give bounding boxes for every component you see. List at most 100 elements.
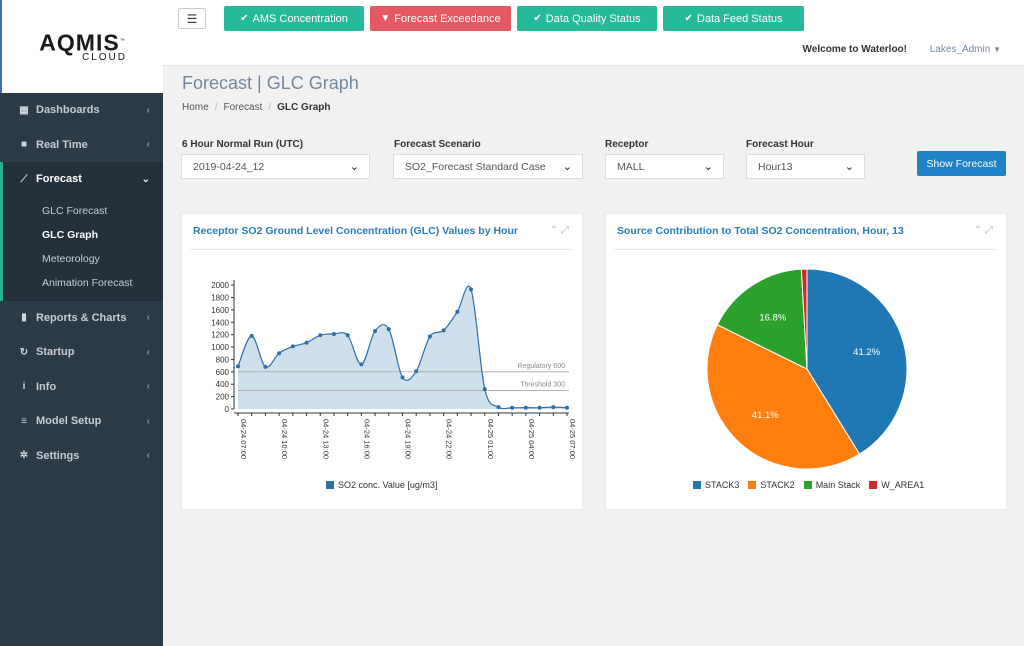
x-tick-label: 04-25 01:00 (486, 419, 495, 459)
legend-swatch (869, 481, 878, 489)
sidebar-nav: ▦ Dashboards ‹ ■ Real Time ‹ ⟋ Forecast ⌄ GLC … (0, 93, 163, 473)
legend-swatch (326, 481, 334, 489)
ams-concentration-button[interactable]: ✔ AMS Concentration (224, 6, 364, 31)
data-quality-status-button[interactable]: ✔ Data Quality Status (517, 6, 657, 31)
chevron-down-icon: ⌄ (349, 161, 359, 173)
button-label: Data Quality Status (545, 12, 641, 25)
data-point (249, 333, 254, 338)
user-menu[interactable]: Lakes_Admin ▼ (930, 44, 1001, 55)
panel-title: Source Contribution to Total SO2 Concent… (617, 225, 904, 237)
scenario-select[interactable]: SO2_Forecast Standard Case ⌄ (393, 154, 583, 179)
chevron-left-icon: ‹ (146, 312, 150, 324)
x-tick-label: 04-24 16:00 (362, 419, 371, 459)
gear-icon: ✲ (19, 450, 29, 462)
receptor-select-value: MALL (617, 160, 645, 173)
data-point (523, 405, 528, 410)
chevron-left-icon: ‹ (146, 381, 150, 393)
data-point (441, 328, 446, 333)
legend-label: Main Stack (815, 480, 861, 490)
chevron-left-icon: ‹ (146, 139, 150, 151)
logo[interactable]: AQMIS™ CLOUD (0, 0, 163, 93)
chevron-down-icon: ⌄ (141, 173, 150, 185)
data-point (277, 351, 282, 356)
top-bar: ☰ ✔ AMS Concentration ▼ Forecast Exceedanc… (163, 0, 1024, 66)
reference-line-label: Regulatory 600 (518, 363, 566, 370)
data-point (359, 362, 364, 367)
run-select-value: 2019-04-24_12 (193, 160, 265, 173)
legend-label: STACK2 (760, 480, 795, 490)
panel-tools: ⌃⤢ (974, 225, 996, 236)
chevron-left-icon: ‹ (146, 415, 150, 427)
x-tick-label: 04-25 07:00 (568, 419, 577, 459)
submenu-item-glc-forecast[interactable]: GLC Forecast (42, 204, 108, 217)
data-point (414, 369, 419, 374)
legend-item[interactable]: W_AREA1 (869, 480, 924, 490)
caret-down-icon: ▼ (993, 45, 1001, 54)
chevron-down-icon: ⌄ (844, 161, 854, 173)
run-select[interactable]: 2019-04-24_12 ⌄ (181, 154, 370, 179)
data-point (537, 405, 542, 410)
sidebar-item-real-time[interactable]: ■ Real Time ‹ (0, 128, 163, 163)
refresh-icon: ↻ (19, 346, 29, 358)
submenu-item-glc-graph[interactable]: GLC Graph (42, 228, 99, 241)
forecast-exceedance-button[interactable]: ▼ Forecast Exceedance (370, 6, 511, 31)
pie-slice (800, 268, 808, 370)
panel-divider (614, 249, 998, 250)
legend-swatch (748, 481, 757, 489)
data-feed-status-button[interactable]: ✔ Data Feed Status (663, 6, 804, 31)
menu-toggle-button[interactable]: ☰ (178, 8, 206, 29)
collapse-icon[interactable]: ⌃ (973, 225, 985, 236)
data-point (345, 333, 350, 338)
data-point (469, 287, 474, 292)
check-icon: ✔ (240, 13, 249, 24)
page-title: Forecast | GLC Graph (182, 73, 359, 93)
breadcrumb-forecast[interactable]: Forecast (223, 102, 263, 113)
check-icon: ✔ (533, 13, 542, 24)
legend-item[interactable]: STACK2 (748, 480, 795, 490)
data-point (427, 334, 432, 339)
submenu-item-animation-forecast[interactable]: Animation Forecast (42, 276, 133, 289)
legend-item[interactable]: Main Stack (803, 480, 861, 490)
data-point (290, 344, 295, 349)
data-point (400, 375, 405, 380)
sidebar-item-reports-charts[interactable]: ▮ Reports & Charts ‹ (0, 301, 163, 336)
receptor-select[interactable]: MALL ⌄ (605, 154, 724, 179)
collapse-icon[interactable]: ⌃ (549, 225, 561, 236)
chevron-down-icon: ⌄ (703, 161, 713, 173)
database-icon: ≡ (21, 415, 27, 427)
glc-line-chart-panel: Receptor SO2 Ground Level Concentration … (181, 213, 583, 510)
scenario-label: Forecast Scenario (394, 139, 481, 150)
sidebar-item-label: Reports & Charts (36, 311, 127, 324)
breadcrumb-current: GLC Graph (277, 102, 331, 113)
submenu-item-meteorology[interactable]: Meteorology (42, 252, 100, 265)
data-point (386, 327, 391, 332)
button-label: AMS Concentration (252, 12, 348, 25)
video-camera-icon: ■ (20, 139, 28, 151)
sidebar-item-label: Model Setup (36, 415, 102, 428)
receptor-label: Receptor (605, 139, 649, 150)
expand-icon[interactable]: ⤢ (985, 225, 996, 236)
pie-slice-label: 41.1% (752, 410, 779, 421)
data-point (373, 328, 378, 333)
data-point (318, 333, 323, 338)
glc-line-chart: 0 200 400 600 800 1000 1200 1400 1600 1800 2000 Reg… (211, 280, 577, 459)
y-tick-label: 1800 (211, 293, 229, 302)
expand-icon[interactable]: ⤢ (561, 225, 572, 236)
sidebar-item-model-setup[interactable]: ≡ Model Setup ‹ (0, 404, 163, 439)
legend-item[interactable]: SO2 conc. Value [ug/m3] (326, 480, 437, 490)
sidebar-item-info[interactable]: i Info ‹ (0, 370, 163, 405)
sidebar-item-forecast[interactable]: ⟋ Forecast ⌄ (0, 162, 163, 197)
pie-chart-legend: STACK3 STACK2 Main Stack W_AREA1 (693, 480, 933, 490)
data-point (304, 340, 309, 345)
forecast-hour-select[interactable]: Hour13 ⌄ (746, 154, 865, 179)
sidebar-item-dashboards[interactable]: ▦ Dashboards ‹ (0, 93, 163, 128)
sidebar-item-startup[interactable]: ↻ Startup ‹ (0, 335, 163, 370)
show-forecast-button[interactable]: Show Forecast (917, 151, 1006, 176)
data-point (510, 405, 515, 410)
legend-swatch (803, 481, 812, 489)
y-tick-label: 1600 (211, 306, 229, 315)
breadcrumb-home[interactable]: Home (182, 102, 209, 113)
legend-item[interactable]: STACK3 (693, 480, 739, 490)
dashboard-icon: ▦ (19, 104, 29, 116)
sidebar-item-settings[interactable]: ✲ Settings ‹ (0, 439, 163, 474)
